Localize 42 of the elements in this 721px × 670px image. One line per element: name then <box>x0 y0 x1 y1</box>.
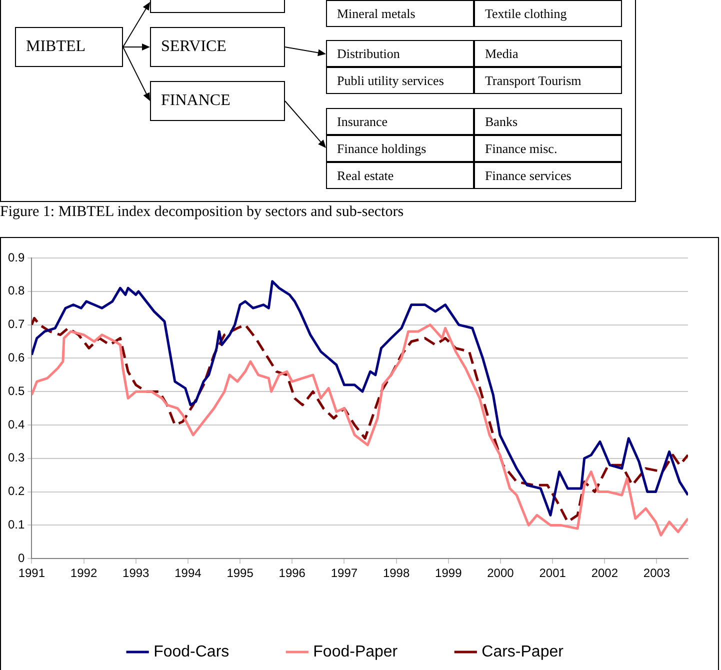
x-tick-label: 1991 <box>18 566 46 580</box>
x-tick-label: 2001 <box>539 566 566 580</box>
x-tick-label: 1997 <box>330 566 358 580</box>
legend-label: Cars-Paper <box>482 643 564 660</box>
y-tick-label: 0.9 <box>8 250 25 264</box>
y-tick-label: 0.3 <box>8 450 25 465</box>
x-tick-label: 2002 <box>591 566 618 580</box>
x-tick-label: 1996 <box>278 566 306 580</box>
x-tick-label: 2000 <box>487 566 514 580</box>
text: Finance holdings <box>326 135 474 162</box>
y-tick-label: 0.8 <box>8 284 25 298</box>
text: Mineral metals <box>326 0 474 27</box>
text: Publi utility services <box>326 67 474 94</box>
text: Finance services <box>474 162 622 189</box>
text: Finance misc. <box>474 135 622 162</box>
y-tick-label: 0 <box>18 550 25 565</box>
text: MIBTEL <box>15 27 123 67</box>
y-tick-label: 0.2 <box>8 484 25 498</box>
caption: Figure 1: MIBTEL index decomposition by sectors and sub-sectors <box>0 204 404 221</box>
text: Banks <box>474 108 622 135</box>
text: Textile clothing <box>474 0 622 27</box>
x-tick-label: 1995 <box>226 566 254 580</box>
x-tick-label: 1994 <box>174 566 202 580</box>
legend-label: Food-Cars <box>154 643 230 660</box>
x-tick-label: 2003 <box>643 566 670 580</box>
x-tick-label: 1998 <box>382 566 410 580</box>
y-tick-label: 0.6 <box>8 350 25 365</box>
x-tick-label: 1992 <box>70 566 98 580</box>
y-tick-label: 0.7 <box>8 317 25 332</box>
y-tick-label: 0.1 <box>8 518 25 532</box>
text: Distribution <box>326 40 474 67</box>
y-tick-label: 0.4 <box>8 417 25 432</box>
y-tick-label: 0.5 <box>8 384 25 398</box>
x-tick-label: 1999 <box>435 566 462 580</box>
text: Real estate <box>326 162 474 189</box>
text: SERVICE <box>150 27 285 67</box>
text: Transport Tourism <box>474 67 622 94</box>
text: Media <box>474 40 622 67</box>
text: Insurance <box>326 108 474 135</box>
legend-label: Food-Paper <box>313 643 398 660</box>
x-tick-label: 1993 <box>122 566 150 580</box>
text: FINANCE <box>150 81 285 121</box>
